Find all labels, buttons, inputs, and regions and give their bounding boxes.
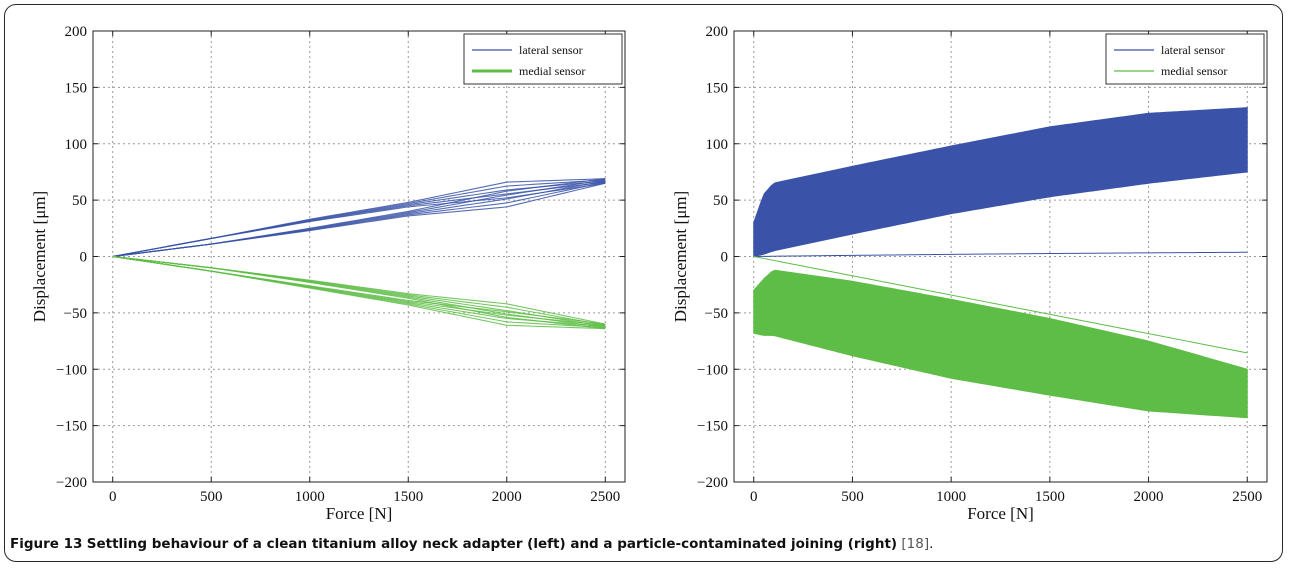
series-line xyxy=(112,178,606,258)
y-tick-label: −50 xyxy=(64,306,87,322)
lateral-sensor-series xyxy=(753,107,1248,258)
series-line xyxy=(112,180,606,258)
x-tick-label: 1500 xyxy=(393,489,423,505)
legend: lateral sensor medial sensor xyxy=(463,33,623,85)
lateral-sensor-series xyxy=(112,178,606,258)
x-tick-label: 0 xyxy=(109,489,117,505)
y-tick-label: −150 xyxy=(56,419,87,435)
left-chart: 0 500 1000 1500 2000 2500 −200 −150 −100 −50 0 50 10… xyxy=(30,24,626,523)
caption-period: . xyxy=(929,536,934,552)
legend: lateral sensor medial sensor xyxy=(1105,33,1265,85)
y-tick-label: 150 xyxy=(706,80,729,96)
y-tick-label: 200 xyxy=(706,24,729,40)
y-tick-label: −50 xyxy=(705,306,728,322)
series-line xyxy=(112,179,606,258)
series-trace xyxy=(753,251,1248,257)
legend-label: lateral sensor xyxy=(1161,43,1225,57)
x-axis-label: Force [N] xyxy=(967,504,1034,523)
x-tick-label: 1000 xyxy=(936,489,966,505)
x-tick-label: 500 xyxy=(841,489,864,505)
y-tick-label: −150 xyxy=(697,419,728,435)
figure-frame xyxy=(4,4,1283,562)
x-tick-label: 2000 xyxy=(492,489,522,505)
y-tick-label: 50 xyxy=(713,193,728,209)
y-tick-label: 200 xyxy=(65,24,88,40)
legend-label: lateral sensor xyxy=(519,43,583,57)
y-axis-label: Displacement [μm] xyxy=(671,191,690,322)
figure-caption-text: Settling behaviour of a clean titanium a… xyxy=(86,536,898,552)
legend-box xyxy=(463,33,623,85)
y-tick-label: −200 xyxy=(56,475,87,491)
series-line xyxy=(112,178,606,258)
medial-sensor-series xyxy=(753,256,1248,419)
x-tick-label: 2500 xyxy=(1232,489,1262,505)
x-tick-label: 2500 xyxy=(590,489,620,505)
y-tick-label: 150 xyxy=(65,80,88,96)
y-tick-label: −100 xyxy=(697,362,728,378)
series-trace xyxy=(753,256,1248,354)
y-tick-label: −100 xyxy=(56,362,87,378)
series-band xyxy=(753,269,1248,419)
series-line xyxy=(112,181,606,258)
x-tick-label: 1000 xyxy=(295,489,325,505)
legend-label: medial sensor xyxy=(519,64,585,78)
x-tick-label: 500 xyxy=(200,489,223,505)
figure-reference: [18] xyxy=(901,536,930,552)
y-tick-label: 0 xyxy=(80,250,88,266)
x-tick-label: 0 xyxy=(750,489,758,505)
figure-caption: Figure 13 Settling behaviour of a clean … xyxy=(10,536,1270,552)
x-tick-label: 2000 xyxy=(1134,489,1164,505)
y-tick-label: −200 xyxy=(697,475,728,491)
right-chart: 0 500 1000 1500 2000 2500 −200 −150 −100 −50 0 50 10… xyxy=(671,24,1268,523)
y-tick-label: 50 xyxy=(72,193,87,209)
medial-sensor-series xyxy=(112,255,606,330)
y-axis-label: Displacement [μm] xyxy=(30,191,49,322)
figure-label: Figure 13 xyxy=(10,536,83,552)
series-band xyxy=(753,107,1248,258)
y-tick-label: 0 xyxy=(721,250,729,266)
x-axis-label: Force [N] xyxy=(326,504,393,523)
y-tick-label: 100 xyxy=(65,137,88,153)
series-line xyxy=(112,255,606,325)
y-tick-label: 100 xyxy=(706,137,729,153)
x-tick-label: 1500 xyxy=(1035,489,1065,505)
series-line xyxy=(112,181,606,258)
series-line xyxy=(112,180,606,258)
series-line xyxy=(112,255,606,325)
legend-label: medial sensor xyxy=(1161,64,1227,78)
legend-box xyxy=(1105,33,1265,85)
